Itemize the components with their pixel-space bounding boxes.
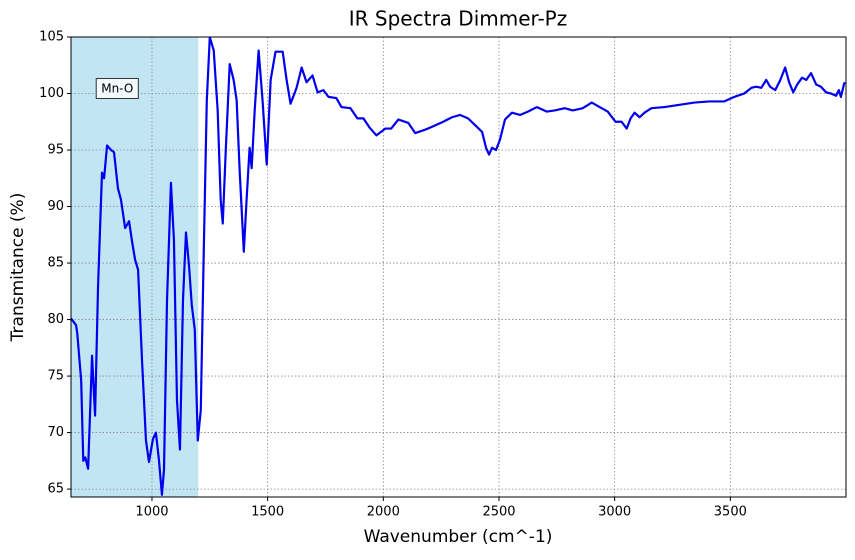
y-tick-label: 85	[47, 256, 64, 271]
x-tick-label: 1000	[135, 505, 168, 520]
x-tick-label: 1500	[251, 505, 284, 520]
y-tick-label: 75	[47, 369, 64, 384]
y-tick-label: 90	[47, 199, 64, 214]
spectrum-line	[71, 37, 846, 496]
plot-frame	[70, 36, 847, 498]
y-tick-label: 65	[47, 482, 64, 497]
x-axis-label: Wavenumber (cm^-1)	[364, 527, 553, 547]
y-axis-label: Transmitance (%)	[8, 193, 28, 343]
x-tick-label: 2000	[367, 505, 400, 520]
y-tick-label: 70	[47, 425, 64, 440]
highlight-span	[71, 37, 199, 497]
chart-title: IR Spectra Dimmer-Pz	[349, 7, 567, 31]
y-tick-label: 105	[39, 30, 64, 45]
annotation: Mn-O	[101, 81, 133, 95]
x-tick-label: 3000	[598, 505, 631, 520]
y-tick-label: 95	[47, 143, 64, 158]
y-tick-label: 100	[39, 86, 64, 101]
y-tick-label: 80	[47, 312, 64, 327]
x-tick-label: 2500	[482, 505, 515, 520]
x-tick-label: 3500	[714, 505, 747, 520]
annotation-box	[95, 77, 139, 99]
